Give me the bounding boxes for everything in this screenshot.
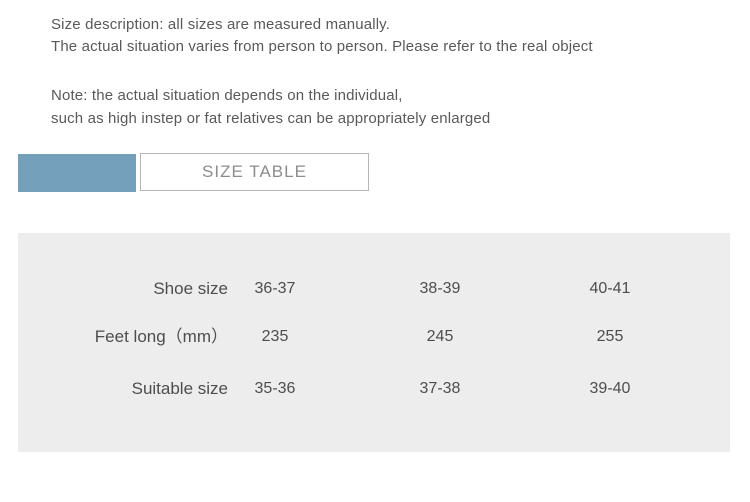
table-row: Suitable size 35-36 37-38 39-40 [18,377,730,401]
note-line-1: Note: the actual situation depends on th… [51,87,403,104]
color-swatch[interactable] [18,154,136,192]
size-description-line-2: The actual situation varies from person … [51,38,593,55]
note-block: Note: the actual situation depends on th… [51,84,741,130]
row-label-feet-long: Feet long（mm） [94,327,228,346]
size-description-block: Size description: all sizes are measured… [51,14,741,58]
cell-shoe-size-1: 36-37 [254,280,296,297]
row-label-shoe-size: Shoe size [153,279,228,298]
cell-suitable-size-3: 39-40 [589,380,631,397]
cell-feet-long-2: 245 [426,328,454,345]
cell-feet-long-1: 235 [261,328,289,345]
cell-suitable-size-1: 35-36 [254,380,296,397]
cell-shoe-size-3: 40-41 [589,280,631,297]
cell-shoe-size-2: 38-39 [419,280,461,297]
note-line-2: such as high instep or fat relatives can… [51,110,491,127]
size-description-line-1: Size description: all sizes are measured… [51,16,391,33]
cell-suitable-size-2: 37-38 [419,380,461,397]
table-row: Feet long（mm） 235 245 255 [18,325,730,349]
row-label-suitable-size: Suitable size [131,379,228,398]
size-table-button-label: SIZE TABLE [202,162,307,181]
size-table-panel: Shoe size 36-37 38-39 40-41 Feet long（mm… [18,233,730,452]
cell-feet-long-3: 255 [596,328,624,345]
table-row: Shoe size 36-37 38-39 40-41 [18,277,730,301]
size-table-button[interactable]: SIZE TABLE [140,153,369,191]
